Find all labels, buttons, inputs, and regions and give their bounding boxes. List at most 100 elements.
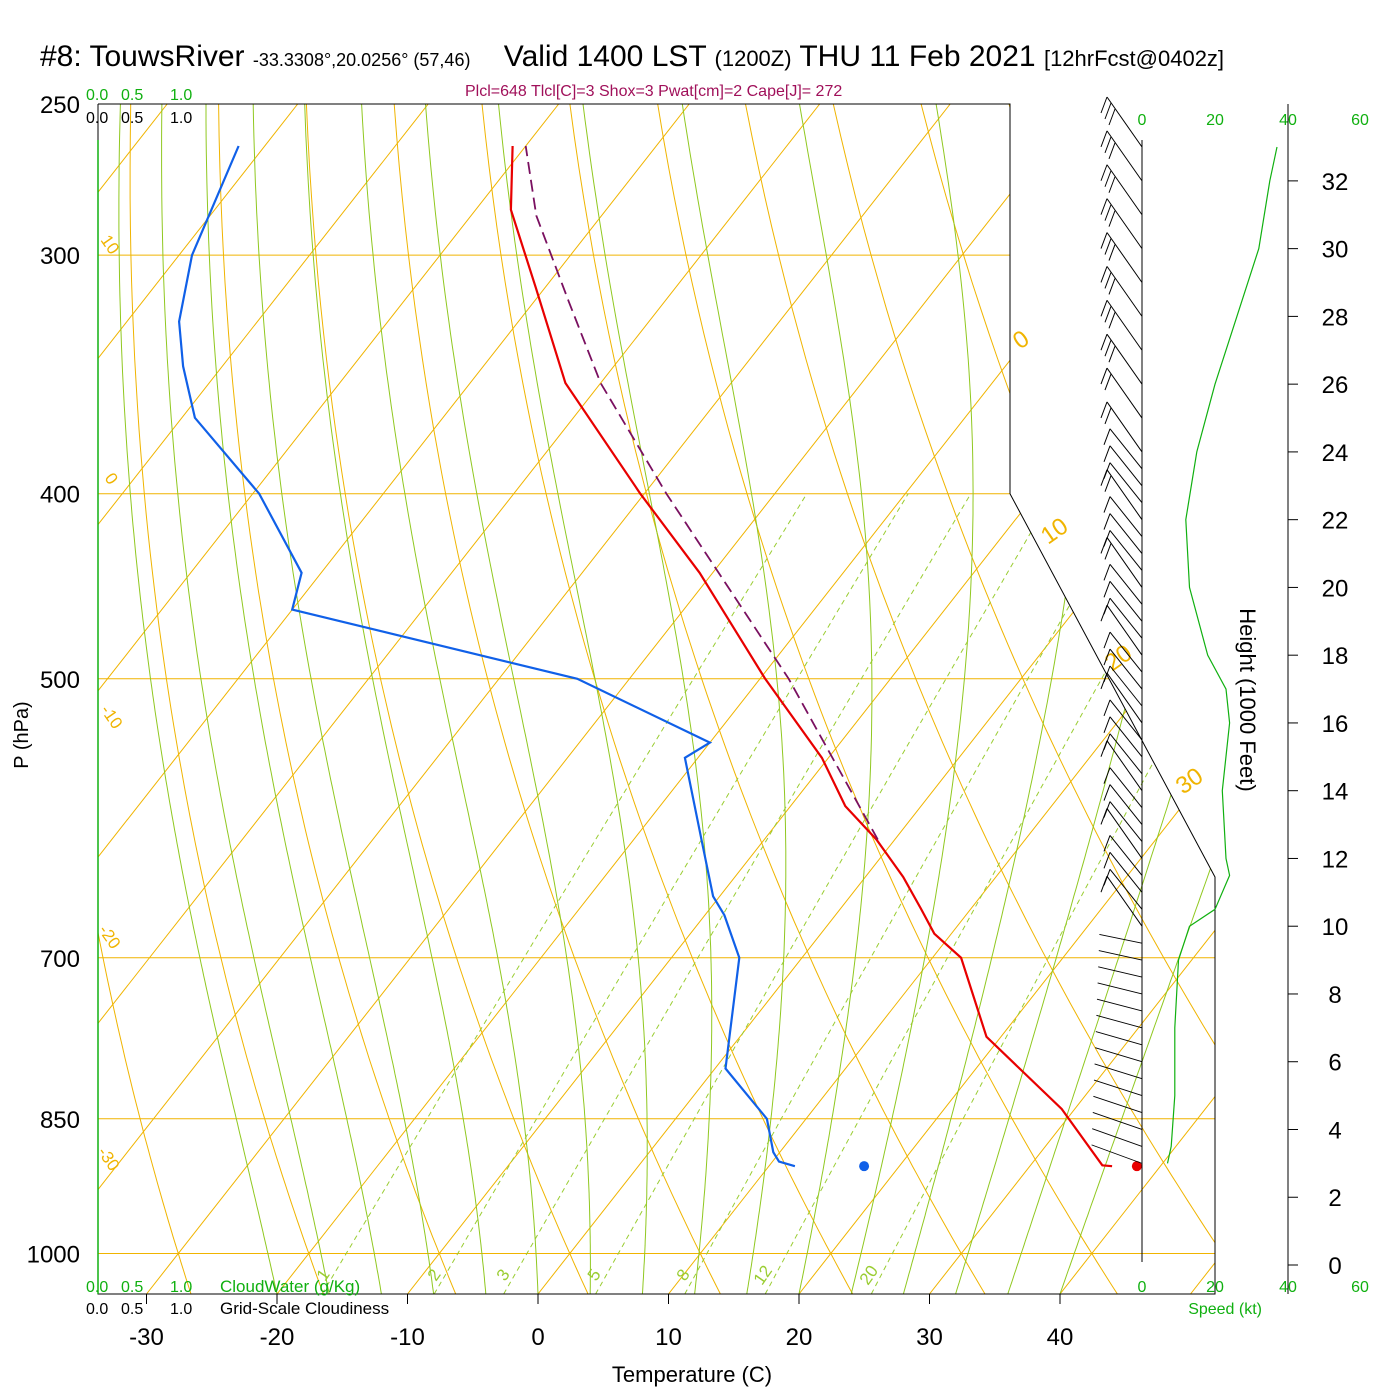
height-tick-label: 6 [1328, 1050, 1341, 1077]
temperature-tick-label: -30 [129, 1324, 164, 1351]
wind-barb-flag [1104, 204, 1112, 221]
wind-barb-flag [1100, 232, 1108, 249]
isotherm-line [0, 104, 37, 1294]
wind-barb-flag [1108, 345, 1116, 363]
wind-barb-flag [1103, 598, 1111, 615]
height-tick-label: 8 [1328, 982, 1341, 1009]
wind-barb-flag [1104, 238, 1112, 255]
wind-barb-flag [1103, 462, 1111, 479]
isotherm-line [98, 104, 299, 1294]
wind-barb-flag [1100, 300, 1108, 317]
isotherm-line [98, 104, 690, 1294]
sounding-traces [177, 145, 1113, 1168]
wind-barb-flag [1104, 170, 1112, 187]
wind-barb-flag [1103, 869, 1111, 886]
wind-barb [1106, 164, 1143, 216]
wind-barb [1109, 665, 1143, 707]
height-tick-label: 18 [1322, 643, 1349, 670]
dry-adiabat-line [98, 104, 192, 1294]
wind-barb [1109, 852, 1143, 893]
mixing-ratio-line [321, 493, 808, 1294]
height-tick-label: 10 [1322, 914, 1349, 941]
isotherm-line [98, 104, 168, 1294]
mixing-ratio-label: 5 [584, 1266, 605, 1285]
height-tick-label: 16 [1322, 711, 1349, 738]
wind-barb-flag [1103, 801, 1111, 818]
moist-adiabat-line [582, 104, 713, 1294]
dewpoint-trace [177, 145, 796, 1168]
moist-adiabat-line [498, 104, 648, 1294]
wind-barb-flag [1100, 96, 1108, 114]
wind-barb-flag [1100, 333, 1108, 351]
wind-barb-flag [1108, 176, 1116, 193]
wind-barb-flag [1108, 278, 1116, 295]
wind-barb [1106, 604, 1143, 656]
wind-panel [1091, 96, 1298, 1294]
speed-axis-label: Speed (kt) [1188, 1301, 1262, 1318]
wind-barb-flag [1104, 306, 1112, 323]
wind-barb [1109, 784, 1143, 825]
pressure-tick-label: 700 [40, 946, 80, 973]
wind-barb [1106, 469, 1143, 520]
wind-barb-flag [1104, 475, 1112, 492]
wind-barb [1106, 96, 1143, 148]
isotherm-line [98, 104, 429, 1294]
temperature-tick-label: 30 [916, 1324, 943, 1351]
valid-date: THU 11 Feb 2021 [799, 40, 1036, 73]
wind-barb [1109, 496, 1143, 537]
x-axis-title: Temperature (C) [612, 1362, 772, 1387]
dry-adiabat-label: -10 [97, 701, 127, 732]
wind-barb [1109, 513, 1143, 554]
cloud-scale-top-black: 0.0 [86, 110, 108, 127]
wind-barb [1106, 130, 1143, 182]
wind-barb [1106, 672, 1143, 724]
wind-barb-flag [1103, 564, 1111, 581]
height-tick-label: 12 [1322, 846, 1349, 873]
height-tick-label: 28 [1322, 304, 1349, 331]
thermo-grid [0, 104, 1400, 1294]
isotherm-line [98, 104, 560, 1294]
wind-barb [1092, 1128, 1143, 1147]
dry-adiabat-line [1272, 104, 1400, 1294]
wind-barb [1106, 740, 1143, 791]
mixing-ratio-line [503, 493, 972, 1294]
moist-adiabat-label: 30 [1171, 762, 1208, 799]
dry-adiabat-line [393, 104, 721, 1294]
mixing-ratio-label: 2 [424, 1266, 445, 1285]
pressure-tick-label: 850 [40, 1107, 80, 1134]
moist-adiabat-line [425, 104, 591, 1294]
isotherm-line [146, 104, 1082, 1294]
dry-adiabat-line [832, 104, 1215, 1294]
wind-barb-flag [1100, 266, 1108, 283]
wind-barb-flag [1103, 716, 1111, 733]
moist-adiabat-line [161, 104, 330, 1294]
speed-tick-bottom: 20 [1206, 1279, 1224, 1296]
mixing-ratio-line [595, 493, 1054, 1294]
wind-barb [1106, 266, 1143, 317]
wind-barb [1106, 299, 1143, 351]
moist-adiabat-line [850, 104, 974, 1294]
dry-adiabat-line [745, 104, 1215, 1294]
speed-tick-top: 0 [1138, 112, 1147, 129]
isotherm-line [798, 104, 1215, 1294]
wind-barb [1094, 1063, 1143, 1080]
temperature-tick-label: -20 [260, 1324, 295, 1351]
wind-barb [1109, 767, 1143, 808]
wind-barb [1106, 537, 1143, 588]
moist-adiabat-line [361, 104, 539, 1294]
wind-barb [1096, 1014, 1143, 1029]
wind-barb [1106, 198, 1143, 249]
wind-barb [1097, 982, 1143, 995]
wind-barb-flag [1103, 496, 1111, 513]
height-tick-label: 20 [1322, 575, 1349, 602]
wind-barb [1098, 966, 1143, 978]
isotherm-line [1059, 104, 1215, 1294]
surface-temperature-dot [1131, 1161, 1142, 1172]
wind-barb-flag [1108, 108, 1116, 126]
height-tick-label: 0 [1328, 1253, 1341, 1280]
y-axis-title: P (hPa) [11, 701, 33, 768]
cloud-water-label: CloudWater (g/Kg) [220, 1277, 360, 1296]
height-tick-label: 32 [1322, 169, 1349, 196]
mixing-ratio-label: 8 [673, 1266, 694, 1285]
moist-adiabat-line [798, 104, 873, 1294]
